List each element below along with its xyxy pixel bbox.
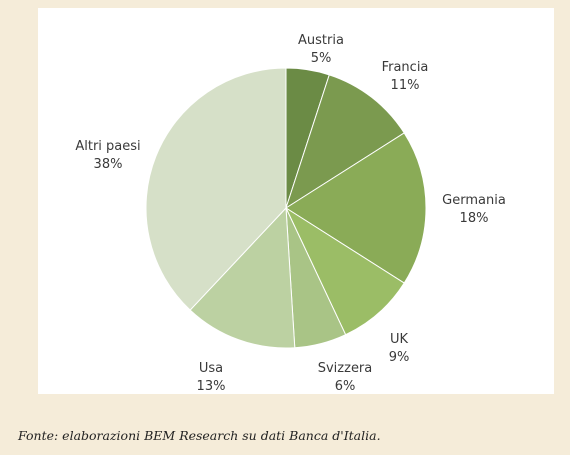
slice-uk [284,206,405,336]
slice-label-altri-paesi: Altri paesi [75,139,140,154]
slice-label-svizzera: Svizzera [318,361,373,376]
slice-usa [189,206,296,349]
slice-value-altri-paesi: 38% [94,157,123,172]
slice-value-austria: 5% [311,51,332,66]
slice-value-usa: 13% [197,379,226,394]
source-note: Fonte: elaborazioni BEM Research su dati… [18,428,381,443]
chart-panel: Austria 5% Francia 11% Germania 18% UK 9% Svizze… [38,8,554,394]
slice-value-uk: 9% [389,350,410,365]
slice-label-austria: Austria [298,33,344,48]
pie-chart: Austria 5% Francia 11% Germania 18% UK 9% Svizze… [75,33,505,394]
slice-value-germania: 18% [460,211,489,226]
slice-germania [285,132,427,284]
slice-label-francia: Francia [382,60,429,75]
slice-label-uk: UK [390,332,409,347]
pie-labels: Austria 5% Francia 11% Germania 18% UK 9% Svizze… [75,33,505,394]
pie-slices [145,67,427,349]
slice-label-usa: Usa [199,361,223,376]
slice-altri-paesi [145,67,287,311]
slice-value-svizzera: 6% [335,379,356,394]
slice-value-francia: 11% [391,78,420,93]
slice-label-germania: Germania [442,193,506,208]
slice-francia [285,74,405,210]
